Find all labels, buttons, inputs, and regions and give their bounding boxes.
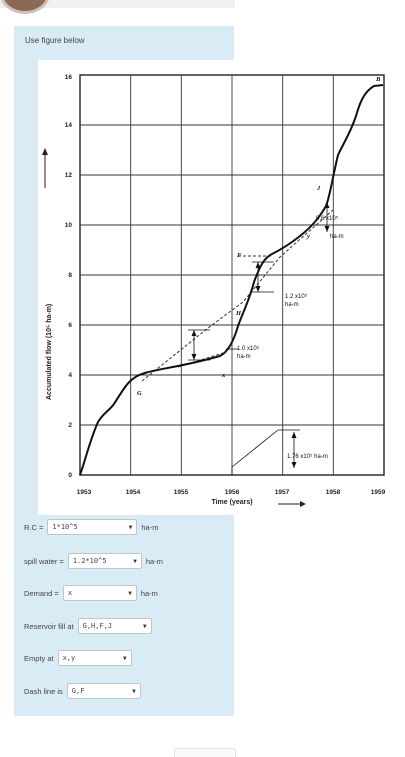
avatar: [0, 0, 50, 14]
y-axis-arrow: [42, 148, 48, 188]
chevron-down-icon: ▼: [142, 622, 147, 630]
y-tick-8: 8: [68, 272, 72, 279]
rc-row: R.C = 1*10^5 ▼ ha-m: [24, 519, 158, 535]
demand-row: Demand = x ▼ ha-m: [24, 585, 158, 601]
empty-row: Empty at x,y ▼: [24, 650, 136, 666]
fill-row: Reservoir fill at G,H,F,J ▼: [24, 618, 156, 634]
x-axis-label: Time (years): [211, 499, 252, 506]
dash-label: Dash line is: [24, 686, 63, 696]
rc-select-value: 1*10^5: [52, 523, 78, 531]
spill-select[interactable]: 1.2*10^5 ▼: [67, 553, 142, 569]
y-axis-label: Accumulated flow (10⁵ ha-m): [46, 303, 53, 400]
y-tick-10: 10: [65, 222, 73, 229]
chevron-down-icon: ▼: [133, 557, 137, 565]
y-tick-6: 6: [68, 322, 72, 329]
x-tick-1958: 1958: [326, 489, 341, 496]
fill-select[interactable]: G,H,F,J ▼: [77, 618, 152, 634]
chevron-down-icon: ▼: [128, 589, 132, 597]
prompt-text: Use figure below: [25, 36, 85, 45]
horizontal-gridlines: [80, 124, 384, 426]
y-tick-4: 4: [68, 372, 72, 379]
annotation-1.0: 1.0 x10⁵: [237, 345, 260, 352]
chevron-down-icon: ▼: [122, 654, 127, 662]
annotation-0.6: 0.6 x10⁵: [316, 215, 339, 222]
dash-select-value: G,F: [71, 687, 85, 695]
fill-label: Reservoir fill at: [24, 621, 74, 631]
y-tick-14: 14: [65, 122, 73, 129]
point-label-H: H: [235, 310, 242, 317]
x-tick-1953: 1953: [77, 489, 92, 496]
spill-row: spill water = 1.2*10^5 ▼ ha-m: [24, 553, 163, 569]
demand-unit: ha-m: [140, 588, 158, 598]
y-tick-2: 2: [68, 422, 72, 429]
spill-unit: ha-m: [145, 556, 163, 566]
point-label-F: F: [237, 252, 242, 259]
chevron-down-icon: ▼: [132, 687, 136, 695]
point-label-B: B: [375, 76, 381, 83]
annotation-0.6-unit: ha-m: [330, 234, 344, 240]
mass-curve-figure: 0 2 4 6 8 10 12 14 16 1953 1954 1955 195…: [38, 60, 403, 515]
demand-select[interactable]: x ▼: [62, 585, 137, 601]
bottom-button[interactable]: [174, 748, 236, 757]
demand-select-value: x: [67, 589, 73, 597]
spill-label: spill water =: [24, 556, 64, 566]
point-label-x: x: [221, 372, 226, 379]
annotation-1.76: 1.76 x10⁵ ha-m: [287, 453, 328, 460]
fill-select-value: G,H,F,J: [82, 622, 113, 630]
x-tick-1954: 1954: [126, 489, 141, 496]
spill-select-value: 1.2*10^5: [72, 557, 107, 565]
point-label-J: J: [316, 185, 321, 192]
demand-label: Demand =: [24, 588, 59, 598]
annotation-1.2: 1.2 x10⁵: [285, 293, 308, 300]
dash-select[interactable]: G,F ▼: [66, 683, 141, 699]
x-tick-1959: 1959: [371, 489, 386, 496]
rc-label: R.C =: [24, 522, 44, 532]
mass-curve-svg: 0 2 4 6 8 10 12 14 16 1953 1954 1955 195…: [65, 74, 386, 507]
x-tick-1957: 1957: [275, 489, 290, 496]
point-label-y: y: [306, 233, 310, 240]
dashed-demand-line: [141, 209, 334, 382]
y-tick-0: 0: [68, 472, 72, 479]
dash-row: Dash line is G,F ▼: [24, 683, 145, 699]
empty-label: Empty at: [24, 653, 54, 663]
rc-unit: ha-m: [141, 522, 159, 532]
x-tick-1955: 1955: [174, 489, 189, 496]
annotation-1.0-unit: ha-m: [237, 354, 251, 360]
chevron-down-icon: ▼: [128, 523, 133, 531]
empty-select[interactable]: x,y ▼: [57, 650, 132, 666]
top-strip: [0, 0, 235, 8]
y-tick-12: 12: [65, 172, 73, 179]
point-label-G: G: [137, 390, 142, 397]
rc-select[interactable]: 1*10^5 ▼: [47, 519, 138, 535]
mass-curve: [79, 84, 384, 476]
x-tick-1956: 1956: [225, 489, 240, 496]
y-tick-16: 16: [65, 74, 73, 81]
annotation-1.2-unit: ha-m: [285, 302, 299, 308]
empty-select-value: x,y: [62, 654, 76, 662]
